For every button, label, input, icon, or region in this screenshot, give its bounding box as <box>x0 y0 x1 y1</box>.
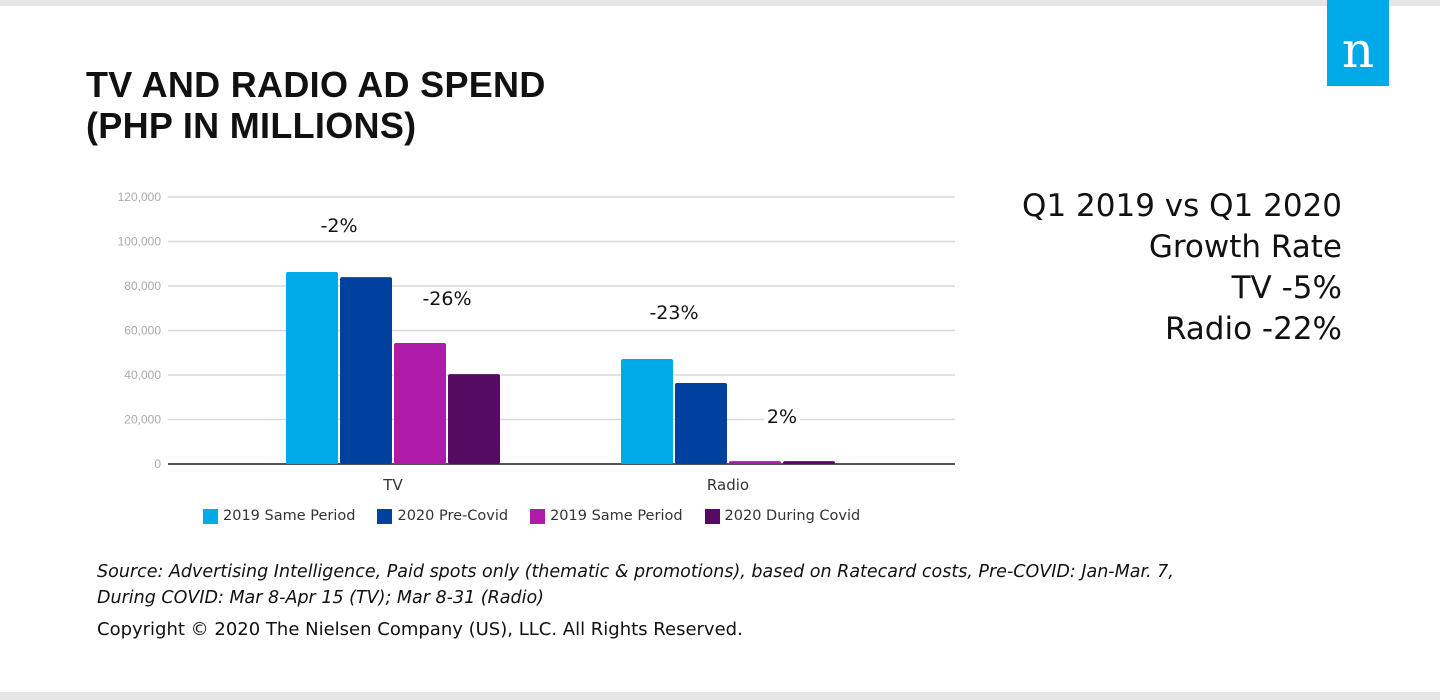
change-label-bg <box>763 406 801 429</box>
change-label-bg <box>419 287 475 310</box>
bar <box>675 383 727 464</box>
top-border <box>0 0 1440 6</box>
growth-line: Radio -22% <box>1164 311 1342 347</box>
legend-swatch <box>377 508 393 524</box>
copyright: Copyright © 2020 The Nielsen Company (US… <box>97 619 743 640</box>
nielsen-logo: n <box>1327 0 1389 86</box>
x-tick-label: TV <box>382 476 403 494</box>
change-label: -23% <box>649 302 698 324</box>
bar <box>621 358 673 464</box>
source-line: Source: Advertising Intelligence, Paid s… <box>97 562 1174 582</box>
y-tick-label: 60,000 <box>124 324 161 338</box>
bar <box>340 277 392 464</box>
source-note: Source: Advertising Intelligence, Paid s… <box>97 559 1174 611</box>
bar <box>783 461 835 464</box>
legend-item: 2019 Same Period <box>530 508 683 524</box>
bar <box>729 461 781 464</box>
bar <box>394 342 446 464</box>
legend-swatch <box>203 508 218 524</box>
y-tick-label: 0 <box>154 457 161 471</box>
change-label: -2% <box>321 215 358 237</box>
legend-label: 2020 During Covid <box>724 508 861 524</box>
y-tick-label: 80,000 <box>124 279 161 293</box>
bar <box>448 374 500 464</box>
change-label-bg <box>646 301 702 324</box>
y-tick-label: 20,000 <box>124 413 161 427</box>
y-tick-label: 40,000 <box>124 368 161 382</box>
title-line-1: TV AND RADIO AD SPEND <box>86 64 546 105</box>
y-tick-label: 100,000 <box>118 235 162 249</box>
source-line: During COVID: Mar 8-Apr 15 (TV); Mar 8-3… <box>97 588 544 608</box>
title-line-2: (PHP IN MILLIONS) <box>86 105 417 146</box>
change-label-bg <box>317 214 361 237</box>
legend-swatch <box>530 508 546 524</box>
change-label: -26% <box>422 288 471 310</box>
logo-letter: n <box>1341 21 1375 79</box>
bar <box>286 271 338 464</box>
legend-label: 2019 Same Period <box>550 508 683 524</box>
legend-label: 2019 Same Period <box>223 508 356 524</box>
legend-swatch <box>704 508 720 524</box>
growth-summary: Q1 2019 vs Q1 2020 Growth Rate TV -5% Ra… <box>1022 186 1342 350</box>
legend-item: 2020 During Covid <box>704 508 861 524</box>
bottom-border <box>0 692 1440 700</box>
growth-line: Q1 2019 vs Q1 2020 <box>1022 188 1342 224</box>
chart-title: TV AND RADIO AD SPEND (PHP IN MILLIONS) <box>86 64 546 146</box>
growth-line: Growth Rate <box>1148 229 1342 265</box>
x-tick-label: Radio <box>707 476 749 494</box>
legend-label: 2020 Pre-Covid <box>397 508 509 524</box>
growth-line: TV -5% <box>1231 270 1342 306</box>
y-tick-label: 120,000 <box>118 190 162 204</box>
legend-item: 2020 Pre-Covid <box>377 508 508 524</box>
bar-chart: 0 20,000 40,000 60,000 80,000 100,000 120,000 T… <box>118 190 955 494</box>
legend-item: 2019 Same Period <box>203 508 355 524</box>
chart-legend: 2019 Same Period 2020 Pre-Covid 2019 Same … <box>203 508 882 524</box>
change-label: 2% <box>767 406 797 428</box>
